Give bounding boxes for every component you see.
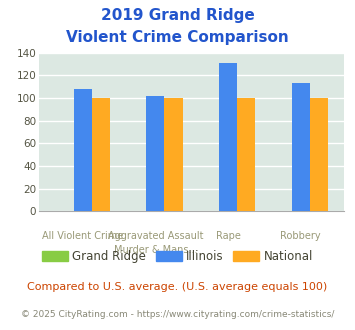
Bar xyxy=(219,63,237,211)
Legend: Grand Ridge, Illinois, National: Grand Ridge, Illinois, National xyxy=(37,245,318,268)
Bar xyxy=(146,96,164,211)
Bar xyxy=(73,89,92,211)
Bar xyxy=(310,98,328,211)
Text: © 2025 CityRating.com - https://www.cityrating.com/crime-statistics/: © 2025 CityRating.com - https://www.city… xyxy=(21,310,334,318)
Bar xyxy=(92,98,110,211)
Text: Rape: Rape xyxy=(215,231,240,241)
Text: Robbery: Robbery xyxy=(280,231,321,241)
Text: 2019 Grand Ridge: 2019 Grand Ridge xyxy=(100,8,255,23)
Text: Violent Crime Comparison: Violent Crime Comparison xyxy=(66,30,289,45)
Bar xyxy=(292,83,310,211)
Bar xyxy=(237,98,255,211)
Text: Murder & Mans...: Murder & Mans... xyxy=(114,245,197,254)
Text: Aggravated Assault: Aggravated Assault xyxy=(108,231,203,241)
Bar xyxy=(164,98,182,211)
Text: Compared to U.S. average. (U.S. average equals 100): Compared to U.S. average. (U.S. average … xyxy=(27,282,328,292)
Text: All Violent Crime: All Violent Crime xyxy=(42,231,123,241)
